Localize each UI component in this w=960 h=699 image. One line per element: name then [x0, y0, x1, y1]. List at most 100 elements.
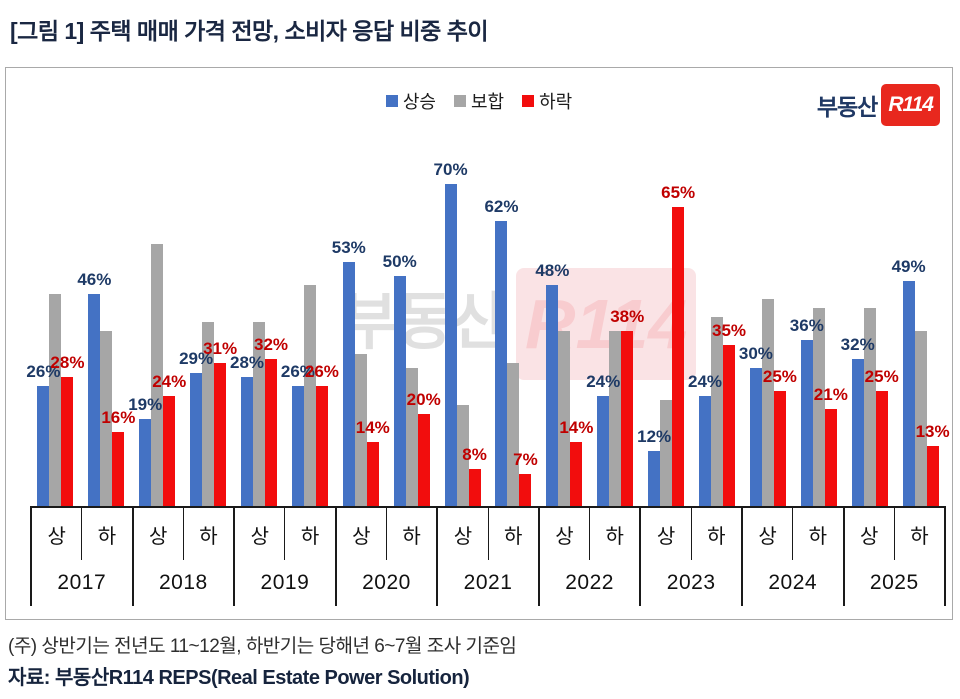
axis-half-label: 상 [352, 525, 371, 548]
legend-swatch-flat-icon [453, 95, 466, 107]
bar-value-label: 36% [789, 316, 824, 336]
axis-half-label: 하 [690, 508, 741, 560]
bar-value-label: 53% [331, 238, 366, 258]
bar-column-rise: 36% [790, 68, 824, 506]
year-group-2023: 12% 65% 24% 35% [637, 68, 746, 506]
bar-group-2020-하: 50% 20% [382, 68, 441, 506]
bar-value-label: 24% [586, 371, 621, 391]
axis-half-label: 하 [792, 508, 842, 560]
bar-column-flat [812, 68, 825, 506]
bar-flat-2021-하 [507, 363, 520, 506]
axis-half-label: 하 [589, 508, 639, 560]
bar-value-label: 46% [77, 270, 112, 290]
axis-half-label: 하 [893, 508, 944, 560]
axis-half-label: 하 [284, 508, 334, 560]
bar-column-flat [100, 68, 113, 506]
bar-rise-2025-하 [902, 280, 915, 506]
bar-column-fall: 25% [763, 68, 797, 506]
bar-fall-2022-상 [570, 441, 583, 506]
year-group-2018: 19% 24% 29% 31% [128, 68, 238, 506]
axis-half-label: 상 [859, 525, 879, 548]
bar-value-label: 32% [840, 334, 875, 354]
bar-fall-2024-하 [824, 409, 837, 506]
bar-rise-2019-상 [241, 377, 253, 506]
bar-fall-2021-하 [519, 473, 532, 506]
bar-fall-2017-상 [61, 377, 74, 506]
bar-column-rise: 24% [688, 68, 722, 506]
bar-flat-2019-상 [253, 322, 265, 506]
axis-year-2024: 상 하 2024 [740, 508, 843, 606]
bar-fall-2023-상 [672, 207, 685, 506]
bar-column-flat [863, 68, 876, 506]
bar-rise-2021-하 [495, 220, 508, 506]
bar-rise-2017-상 [37, 386, 50, 506]
bar-column-rise: 19% [128, 68, 162, 506]
bar-column-fall: 13% [916, 68, 950, 506]
bar-fall-2018-하 [214, 363, 227, 506]
bar-group-2024-하: 36% 21% [790, 68, 848, 506]
bar-rise-2018-하 [190, 372, 203, 506]
bar-column-fall: 8% [462, 68, 487, 506]
bar-group-2018-하: 29% 31% [179, 68, 238, 506]
bar-flat-2018-하 [202, 322, 215, 506]
bar-value-label: 25% [762, 367, 797, 386]
bar-flat-2023-상 [660, 400, 673, 506]
logo-badge: R114 [881, 84, 940, 126]
bar-column-flat [354, 68, 367, 506]
bar-flat-2017-상 [49, 294, 62, 506]
axis-year-label: 2021 [463, 571, 513, 594]
bar-column-flat [405, 68, 418, 506]
bar-column-fall: 38% [610, 68, 644, 506]
bar-rise-2022-하 [597, 395, 610, 506]
legend-item-fall: 하락 [522, 88, 572, 114]
bar-flat-2020-하 [405, 368, 418, 506]
bar-group-2017-상: 26% 28% [26, 68, 84, 506]
bar-value-label: 70% [433, 160, 468, 179]
bar-value-label: 50% [382, 252, 417, 271]
bar-value-label: 26% [280, 362, 315, 382]
bar-flat-2021-상 [456, 404, 469, 506]
bar-group-2019-하: 26% 26% [280, 68, 339, 506]
bar-column-rise: 53% [332, 68, 366, 506]
bar-value-label: 12% [637, 426, 672, 446]
bar-column-rise: 62% [484, 68, 518, 506]
bar-value-label: 31% [203, 339, 238, 359]
bar-column-flat [303, 68, 316, 506]
bar-column-rise: 32% [841, 68, 875, 506]
bar-column-fall: 14% [356, 68, 390, 506]
bar-group-2017-하: 46% 16% [77, 68, 136, 506]
plot-area: 26% 28% 46% 16% 19% 24% 29% 31% 28% 32% 26% 26% 53% 1… [26, 68, 950, 508]
bar-column-flat [914, 68, 927, 506]
axis-year-2023: 상 하 2023 [639, 508, 741, 606]
year-group-2021: 70% 8% 62% 7% [433, 68, 539, 506]
bar-flat-2018-상 [151, 243, 164, 506]
axis-half-label: 하 [182, 508, 233, 560]
bar-flat-2022-하 [609, 331, 622, 506]
footnote: (주) 상반기는 전년도 11~12월, 하반기는 당해년 6~7월 조사 기준… [8, 636, 517, 657]
bar-value-label: 32% [253, 334, 289, 354]
bar-column-rise: 46% [77, 68, 111, 506]
axis-year-2018: 상 하 2018 [131, 508, 234, 606]
bar-group-2019-상: 28% 32% [230, 68, 289, 506]
bar-rise-2025-상 [851, 358, 864, 506]
axis-year-2022: 상 하 2022 [537, 508, 640, 606]
axis-half-label: 상 [758, 525, 777, 548]
axis-half-label: 상 [149, 525, 168, 548]
bar-column-rise: 29% [179, 68, 213, 506]
bar-column-rise: 12% [637, 68, 671, 506]
bar-value-label: 19% [128, 394, 163, 414]
bar-value-label: 25% [864, 367, 899, 386]
bar-value-label: 13% [915, 422, 950, 442]
bar-value-label: 16% [101, 408, 136, 428]
bar-column-rise: 49% [892, 68, 926, 506]
bar-column-rise: 30% [739, 68, 773, 506]
chart-legend: 상승 보합 하락 [6, 88, 952, 114]
bar-value-label: 14% [559, 417, 594, 437]
